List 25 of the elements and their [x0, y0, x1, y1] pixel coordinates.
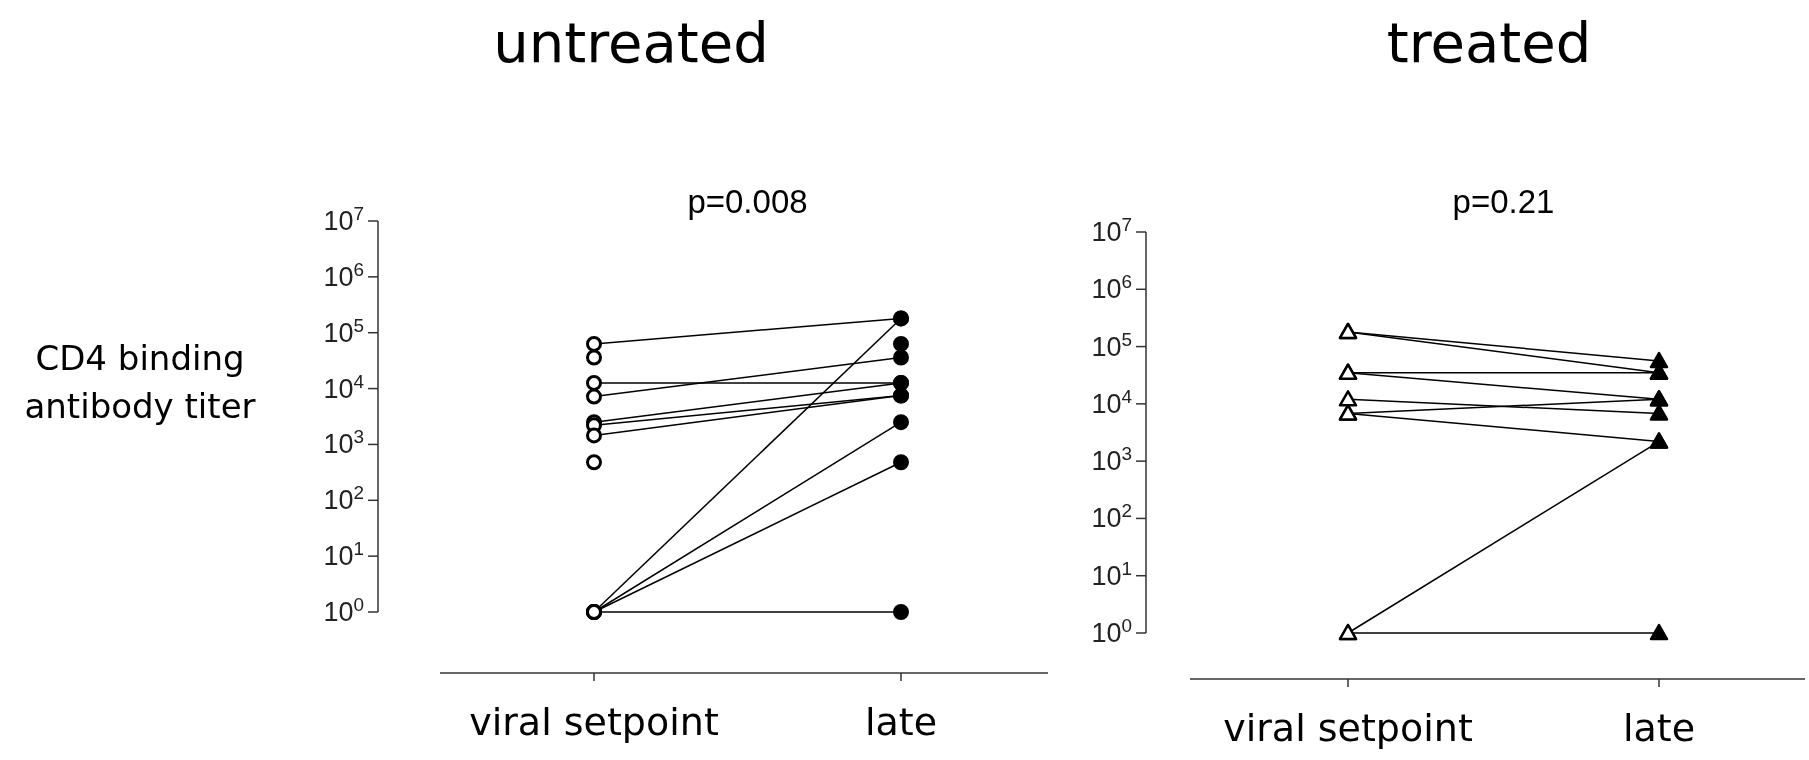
y-tick-label: 10$^{5}$: [1091, 328, 1132, 362]
chart-title: untreated: [493, 10, 769, 75]
y-tick-label: 10$^{6}$: [1091, 270, 1132, 305]
y-tick-label: 10$^{5}$: [323, 314, 364, 348]
text: p=0.008: [687, 183, 808, 220]
y-tick-label: 10$^{1}$: [323, 537, 364, 572]
x-tick-label: late: [864, 700, 938, 744]
y-axis-title: CD4 binding antibody titer: [24, 338, 256, 426]
y-tick-label: 10$^{7}$: [323, 202, 364, 236]
y-tick-label: 10$^{7}$: [1091, 213, 1132, 247]
x-tick-label: viral setpoint: [1223, 706, 1473, 750]
x-tick-label: late: [1622, 706, 1696, 750]
y-tick-label: 10$^{4}$: [1091, 385, 1132, 419]
y-tick-label: 10$^{2}$: [1091, 499, 1132, 534]
y-tick-label: 10$^{6}$: [323, 258, 364, 292]
y-tick-label: 10$^{2}$: [323, 481, 364, 516]
y-tick-label: 10$^{3}$: [1091, 442, 1132, 477]
y-tick-label: 10$^{3}$: [323, 425, 364, 460]
y-tick-label: 10$^{0}$: [323, 593, 364, 627]
text: p=0.21: [1452, 183, 1555, 220]
y-tick-label: 10$^{1}$: [1091, 557, 1132, 591]
x-tick-label: viral setpoint: [469, 700, 719, 744]
y-tick-label: 10$^{4}$: [323, 370, 364, 404]
chart-title: treated: [1386, 10, 1592, 75]
y-tick-label: 10$^{0}$: [1091, 614, 1132, 648]
